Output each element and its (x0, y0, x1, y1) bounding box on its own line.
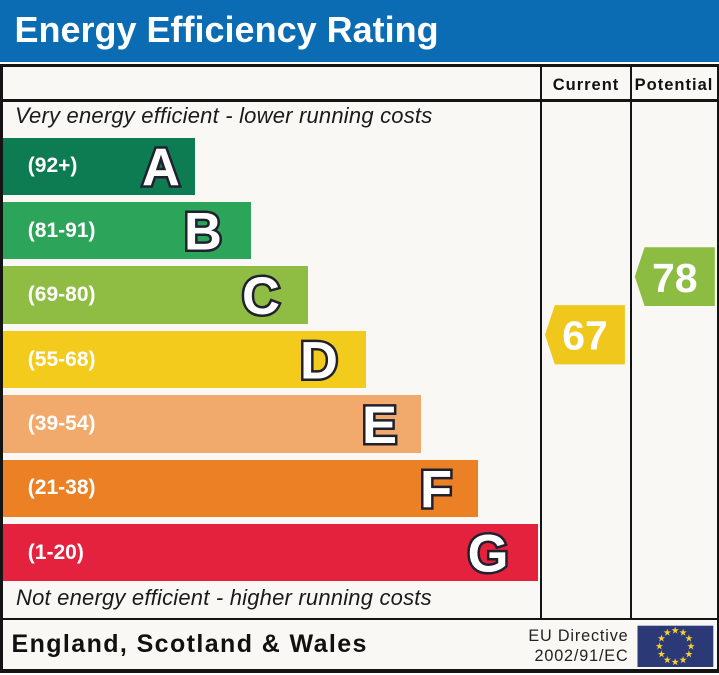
svg-text:C: C (242, 267, 280, 326)
svg-text:E: E (362, 396, 397, 455)
svg-text:B: B (184, 203, 222, 262)
svg-text:67: 67 (562, 312, 608, 358)
svg-text:F: F (420, 460, 452, 519)
svg-text:A: A (142, 138, 180, 197)
svg-text:D: D (300, 332, 338, 391)
svg-text:G: G (468, 525, 509, 584)
svg-text:78: 78 (652, 255, 698, 301)
